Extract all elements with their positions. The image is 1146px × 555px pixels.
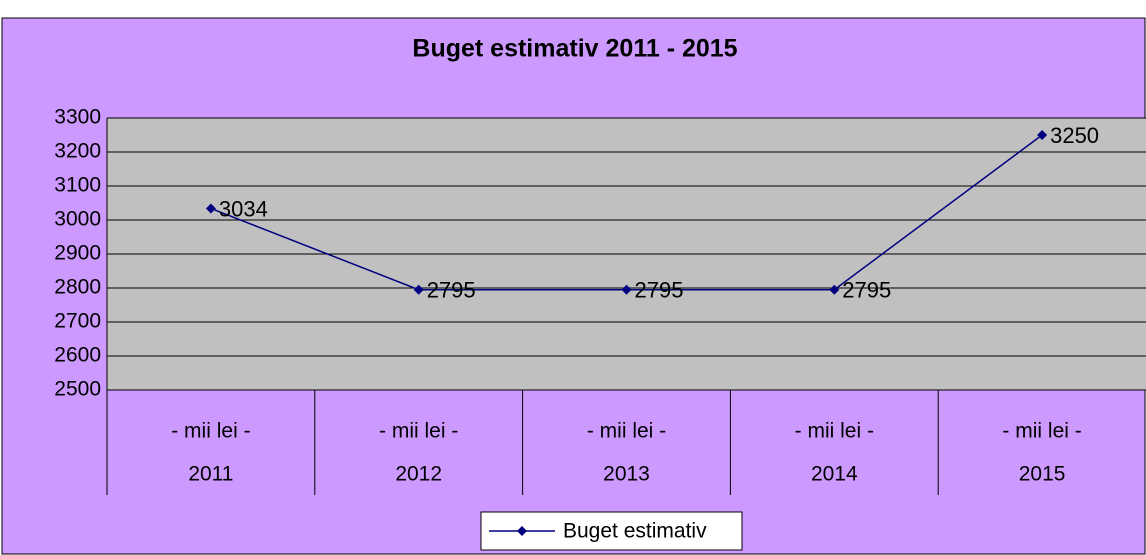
y-tick-label: 2500	[54, 378, 101, 401]
x-tick-label: 2014	[811, 463, 858, 486]
y-tick-label: 2600	[54, 344, 101, 367]
y-tick-label: 3100	[54, 174, 101, 197]
x-tick-sublabel: - mii lei -	[171, 420, 250, 443]
x-tick-sublabel: - mii lei -	[587, 420, 666, 443]
data-label: 3034	[219, 196, 268, 221]
data-label: 2795	[635, 278, 684, 303]
y-tick-label: 2700	[54, 310, 101, 333]
y-tick-label: 2900	[54, 242, 101, 265]
legend-marker	[517, 526, 527, 536]
data-label: 2795	[842, 278, 891, 303]
y-tick-label: 3000	[54, 208, 101, 231]
x-tick-label: 2011	[188, 463, 233, 486]
x-tick-label: 2015	[1019, 463, 1066, 486]
x-tick-sublabel: - mii lei -	[795, 420, 874, 443]
data-label: 2795	[427, 278, 476, 303]
legend-box	[480, 511, 743, 551]
data-label: 3250	[1050, 123, 1099, 148]
x-tick-label: 2012	[395, 463, 442, 486]
x-tick-label: 2013	[603, 463, 650, 486]
y-tick-label: 3200	[54, 140, 101, 163]
data-point	[413, 284, 424, 295]
legend-label: Buget estimativ	[563, 520, 707, 543]
data-point	[829, 284, 840, 295]
y-tick-label: 2800	[54, 276, 101, 299]
y-tick-label: 3300	[54, 106, 101, 129]
data-point	[1037, 130, 1048, 140]
x-tick-sublabel: - mii lei -	[379, 420, 458, 443]
x-tick-sublabel: - mii lei -	[1002, 420, 1081, 443]
data-point	[621, 284, 632, 295]
chart-title: Buget estimativ 2011 - 2015	[412, 35, 737, 63]
data-point	[205, 203, 216, 214]
